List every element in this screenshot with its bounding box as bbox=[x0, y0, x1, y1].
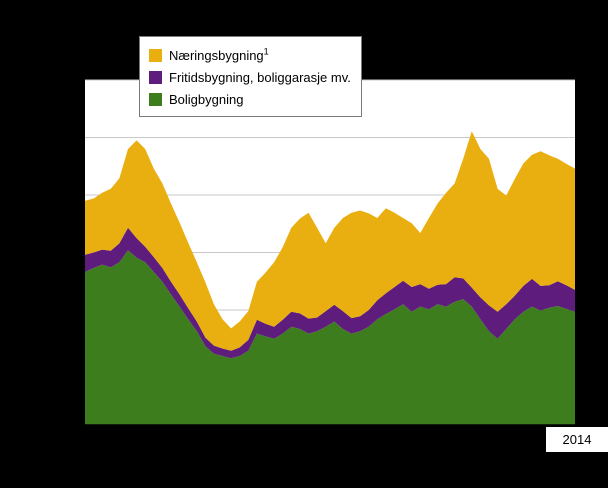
legend-item-fritidsbygning: Fritidsbygning, boliggarasje mv. bbox=[149, 66, 351, 88]
x-axis-year-label: 2014 bbox=[546, 427, 608, 452]
legend-item-boligbygning: Boligbygning bbox=[149, 88, 351, 110]
legend-swatch-fritidsbygning bbox=[149, 70, 162, 84]
legend: Næringsbygning1 Fritidsbygning, boliggar… bbox=[139, 36, 362, 117]
legend-label-fritidsbygning: Fritidsbygning, boliggarasje mv. bbox=[169, 69, 351, 85]
legend-label-boligbygning: Boligbygning bbox=[169, 91, 244, 107]
legend-label-naringsbygning: Næringsbygning1 bbox=[169, 46, 269, 63]
legend-item-naringsbygning: Næringsbygning1 bbox=[149, 44, 351, 66]
legend-swatch-naringsbygning bbox=[149, 48, 162, 62]
legend-swatch-boligbygning bbox=[149, 92, 162, 106]
